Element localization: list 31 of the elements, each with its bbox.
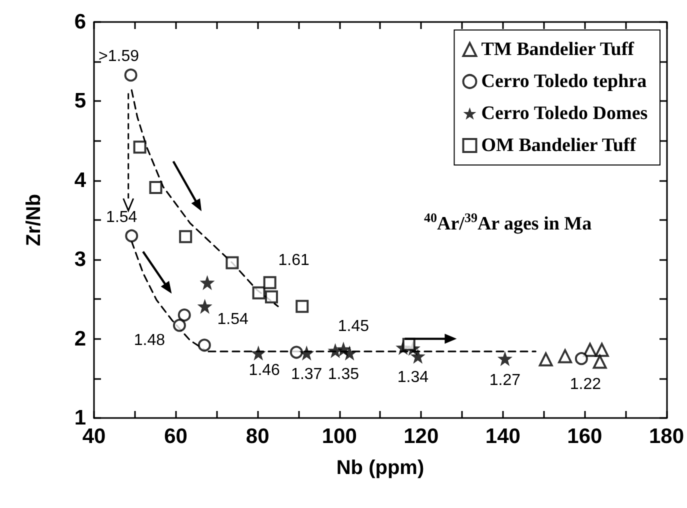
annotation: 1.45 <box>338 318 370 336</box>
x-tick-label: 140 <box>485 425 520 448</box>
legend-label: Cerro Toledo tephra <box>481 71 648 92</box>
x-tick-label: 180 <box>648 425 684 448</box>
annotation: 1.54 <box>106 208 138 227</box>
y-axis-title: Zr/Nb <box>23 194 45 246</box>
annotation: 1.46 <box>248 362 280 380</box>
legend-label: OM Bandelier Tuff <box>481 135 637 156</box>
annotation: 1.35 <box>328 366 360 384</box>
annotation: 1.54 <box>217 311 248 330</box>
annotation: >1.59 <box>98 48 140 66</box>
x-tick-label: 100 <box>322 425 357 448</box>
x-tick-label: 160 <box>567 425 602 448</box>
x-tick-label: 120 <box>404 425 439 448</box>
x-axis-title: Nb (ppm) <box>336 457 424 479</box>
annotation: 1.61 <box>278 252 310 270</box>
y-tick-label: 3 <box>74 248 86 272</box>
y-tick-label: 5 <box>74 90 86 113</box>
annotation: 1.48 <box>134 332 166 350</box>
y-tick-label: 2 <box>74 327 86 350</box>
y-tick-label: 4 <box>74 168 86 192</box>
x-tick-label: 80 <box>246 425 270 448</box>
annotation: 1.22 <box>570 376 601 394</box>
annotation: 1.37 <box>291 366 322 384</box>
legend-label: TM Bandelier Tuff <box>481 39 635 60</box>
legend-label: Cerro Toledo Domes <box>481 103 648 124</box>
annotation: $^{40}$Ar/$^{39}$Ar ages in Ma <box>424 210 592 236</box>
annotation: 1.34 <box>397 369 429 388</box>
x-tick-label: 60 <box>164 425 188 448</box>
y-tick-label: 6 <box>74 10 86 34</box>
annotation: 1.27 <box>489 372 521 390</box>
